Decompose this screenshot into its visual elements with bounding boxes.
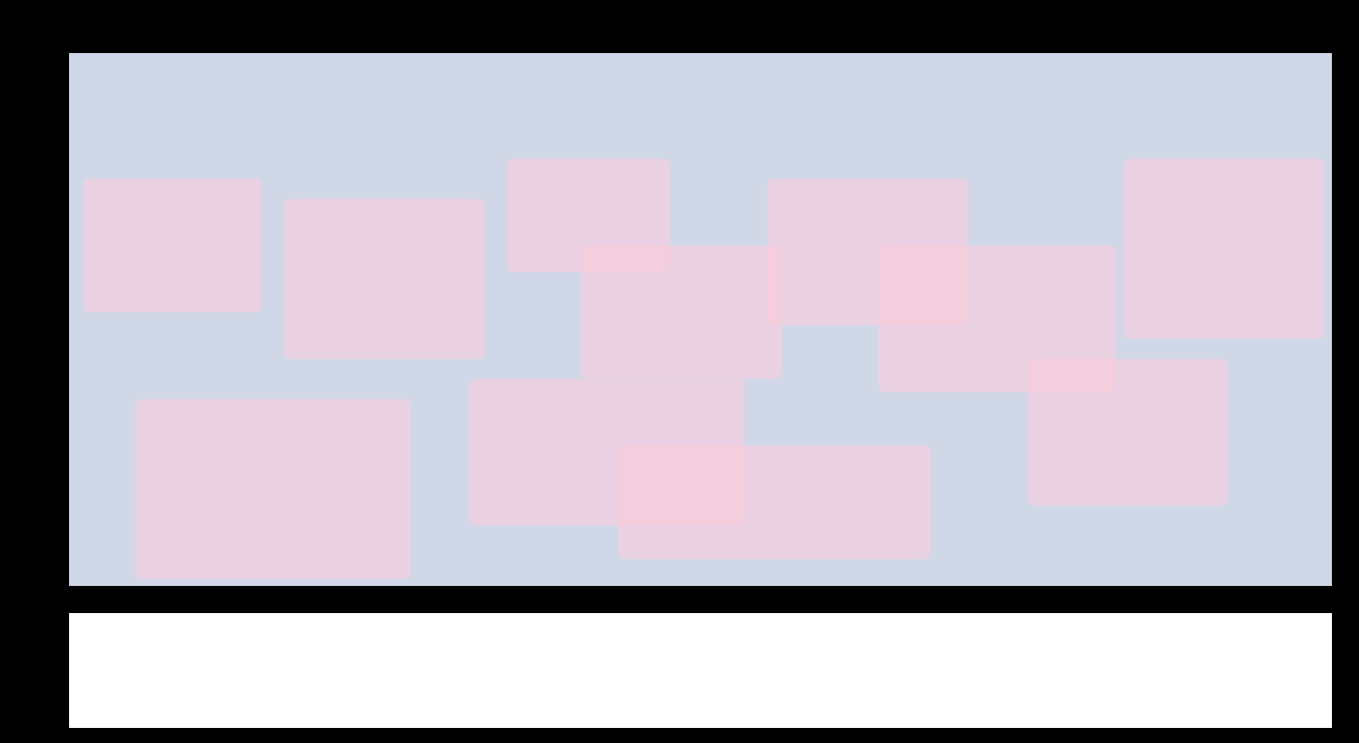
FancyBboxPatch shape (878, 245, 1116, 392)
FancyBboxPatch shape (507, 159, 670, 272)
Y-axis label: Latitude: Latitude (10, 291, 23, 348)
FancyBboxPatch shape (1124, 159, 1325, 339)
FancyBboxPatch shape (766, 179, 968, 325)
FancyBboxPatch shape (284, 199, 484, 359)
FancyBboxPatch shape (618, 446, 931, 559)
FancyBboxPatch shape (580, 245, 781, 379)
FancyBboxPatch shape (135, 399, 410, 579)
FancyBboxPatch shape (83, 179, 261, 312)
FancyBboxPatch shape (1027, 359, 1227, 506)
FancyBboxPatch shape (469, 379, 745, 525)
X-axis label: Longitude: Longitude (666, 615, 734, 629)
